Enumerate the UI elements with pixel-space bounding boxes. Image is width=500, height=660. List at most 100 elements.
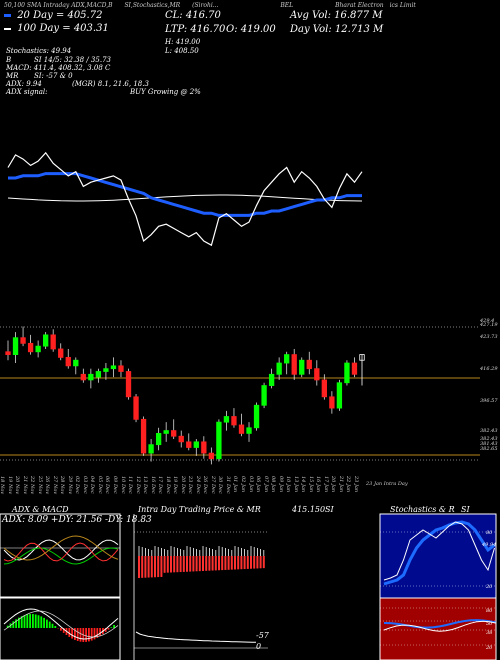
intraday-price: 415.150 [292, 505, 326, 514]
price-label: 382.65 [480, 446, 498, 452]
candle-body [193, 441, 199, 448]
candle-body [314, 368, 320, 381]
macd-value: MACD: 411.4, 408.32, 3.08 C [6, 64, 111, 72]
intraday-bar [205, 556, 208, 571]
macd-bar [60, 628, 62, 631]
candle-body [321, 379, 327, 398]
sma20-text: 20 Day = 405.72 [17, 10, 103, 21]
macd-bar [93, 628, 96, 640]
macd-line [3, 608, 119, 640]
intraday-bar [157, 556, 160, 578]
candle-body [20, 337, 26, 344]
macd-bar [12, 621, 15, 628]
intraday-bar [144, 556, 147, 578]
intraday-bar [227, 556, 230, 570]
intraday-bar [138, 556, 140, 578]
macd-bar [62, 628, 65, 633]
candle-body [140, 418, 147, 454]
header-topline-3: (Sirohi... [192, 2, 219, 9]
candle-body [238, 424, 245, 434]
open-value: O: 419.00 [226, 24, 276, 35]
macd-bar [15, 619, 17, 628]
candle-body [351, 362, 358, 375]
candle-body [73, 359, 79, 367]
candle-body [35, 345, 41, 353]
si-main-line [383, 620, 496, 632]
candle-body [58, 348, 64, 358]
intraday-bar [163, 556, 166, 573]
candle-body [95, 371, 102, 378]
intraday-bar [176, 556, 179, 573]
macd-bar [104, 628, 107, 632]
candle-body [80, 373, 86, 381]
intraday-panel-title: Intra Day Trading Price & MR [138, 505, 261, 514]
intraday-bar [262, 556, 265, 569]
candle-body [5, 351, 11, 355]
intraday-bar [218, 556, 220, 571]
sma20-line [8, 172, 362, 217]
stoch-k-line [383, 521, 495, 581]
candle-body [253, 404, 260, 429]
candle-body [208, 452, 215, 460]
si-level-20: 20 [486, 645, 493, 651]
candle-body [276, 362, 282, 375]
candle-body [118, 365, 124, 372]
intraday-bar [246, 556, 249, 569]
si-lines [380, 607, 496, 646]
intraday-bar [179, 556, 182, 573]
intraday-bar [214, 556, 217, 571]
buy-signal: BUY Growing @ 2% [130, 88, 201, 96]
candlestick-series [5, 326, 365, 465]
sma100-text: 100 Day = 403.31 [17, 23, 109, 34]
close-price-line [7, 151, 363, 247]
adx-value: ADX: 9.94 [6, 80, 42, 88]
candle-body [231, 416, 237, 426]
si-panel-frame [379, 597, 497, 660]
sma20-swatch [4, 14, 11, 17]
stoch-panel-title: Stochastics & R [390, 505, 455, 514]
price-label: 382.43 [480, 436, 498, 442]
adx-panel-title: ADX & MACD [12, 505, 69, 514]
macd-bar [71, 628, 73, 639]
price-label: 381.43 [480, 441, 498, 447]
intraday-bar [166, 556, 169, 573]
main-price-chart [0, 151, 480, 465]
header-topline-5: Bharat Electron [335, 2, 384, 9]
header-topline: 50,100 SMA Intraday ADX,MACD,B SI,Stocha… [4, 2, 484, 9]
macd-bar [74, 628, 76, 640]
b-label: B [6, 56, 12, 64]
candle-body [336, 382, 343, 409]
price-label: 416.29 [480, 366, 498, 372]
intraday-bar [198, 556, 201, 572]
macd-bar [46, 619, 48, 628]
macd-bar [96, 628, 99, 638]
intraday-si-label: SI [325, 505, 334, 514]
sma100-swatch [4, 27, 11, 30]
intraday-bar [208, 556, 211, 571]
intraday-bar [141, 556, 144, 578]
intraday-bar [250, 556, 252, 569]
macd-bar [99, 628, 101, 637]
candle-body [65, 357, 71, 367]
adx-signal-label: ADX signal: [6, 88, 48, 96]
high-value: H: 419.00 [165, 38, 201, 46]
stoch-level-current: 49.94 [482, 542, 497, 548]
candle-body [359, 354, 365, 361]
macd-bar [48, 621, 51, 628]
stoch-level-80: 80 [486, 530, 493, 536]
macd-bar [26, 614, 29, 628]
intraday-bar [147, 556, 150, 578]
macd-bar [23, 615, 26, 628]
intraday-axis-label: 23 Jan Intra Day [366, 481, 408, 487]
candle-body [299, 359, 305, 375]
price-label: 396.57 [480, 398, 498, 404]
intraday-bar [170, 556, 172, 573]
stoch-level-20: 20 [486, 584, 493, 590]
intraday-bar [202, 556, 204, 571]
macd-bar [54, 626, 57, 628]
candle-body [110, 365, 117, 370]
intraday-bar [195, 556, 198, 572]
stoch-value: Stochastics: 49.94 [6, 47, 72, 55]
candle-body [103, 368, 109, 372]
